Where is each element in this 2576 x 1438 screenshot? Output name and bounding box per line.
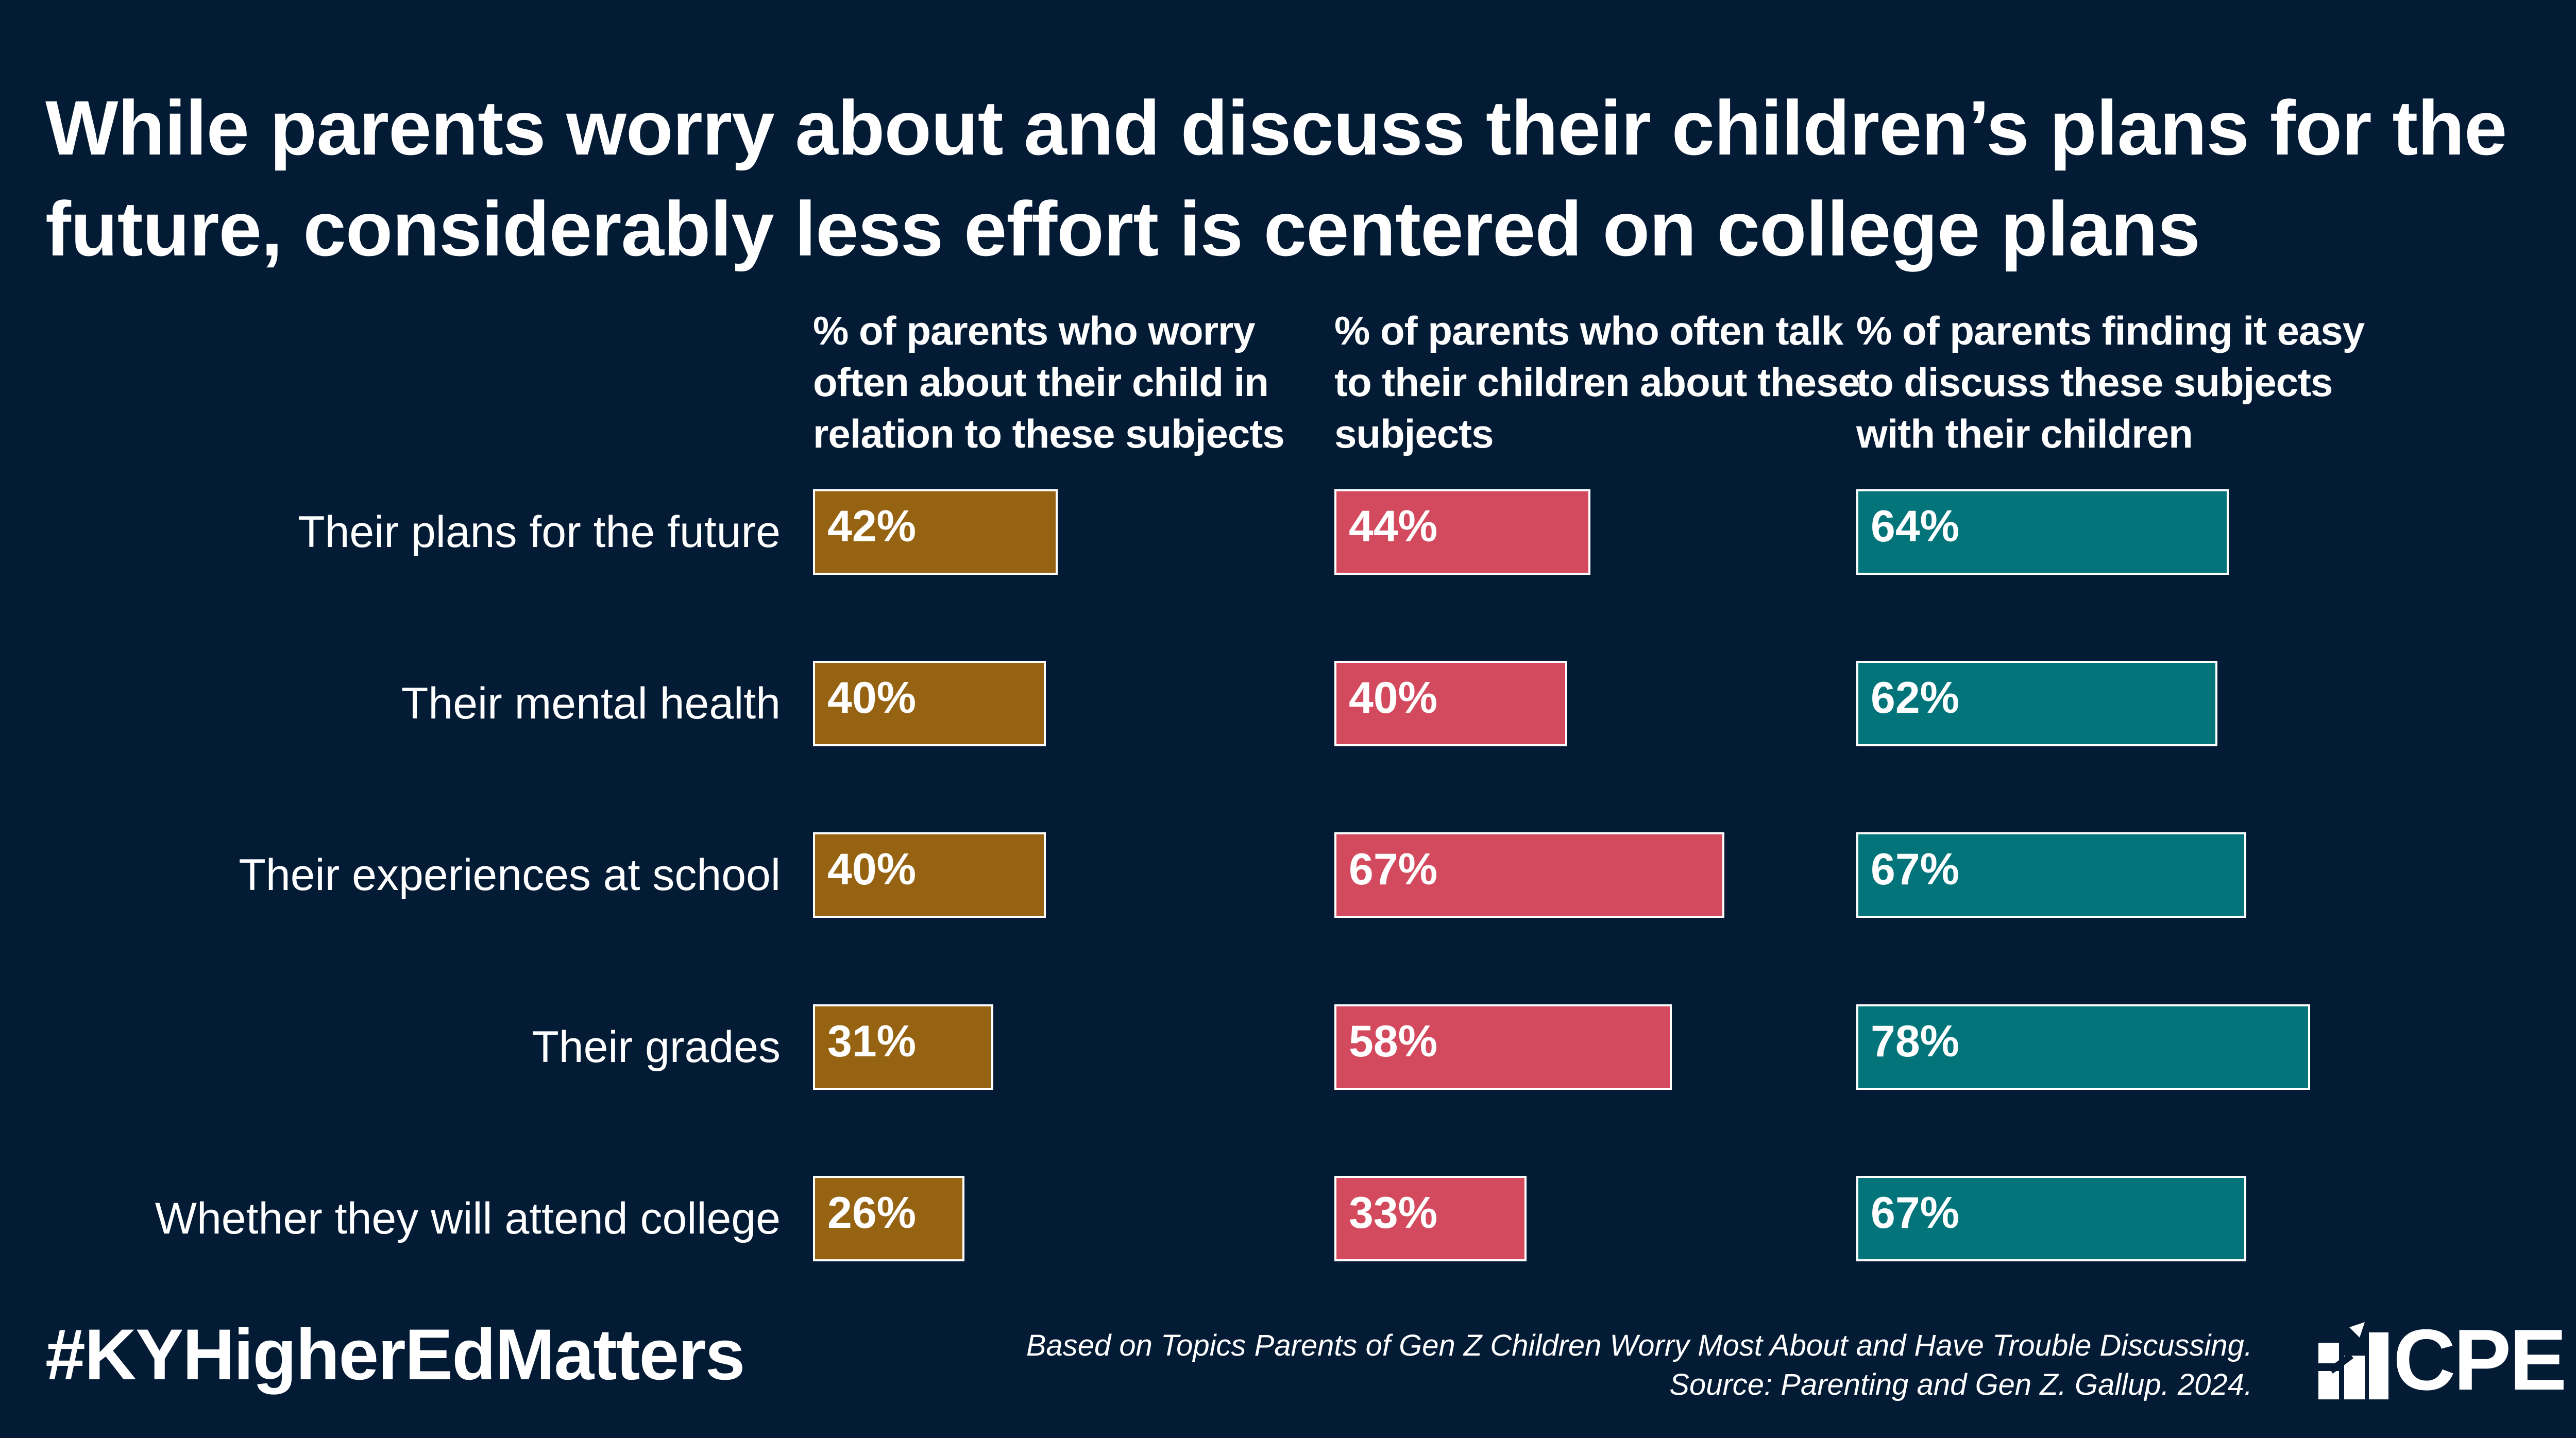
bar: [1334, 489, 1590, 575]
bar-value-label: 42%: [827, 502, 917, 551]
source-line-2: Source: Parenting and Gen Z. Gallup. 202…: [1669, 1368, 2252, 1401]
bar: [813, 661, 1046, 746]
series-header-2: % of parents who often talk to their chi…: [1334, 308, 1860, 456]
logo-text: CPE: [2393, 1311, 2567, 1408]
bar-value-label: 40%: [827, 673, 917, 723]
bar: [813, 1176, 964, 1261]
cpe-logo: CPE: [2318, 1316, 2567, 1403]
bar-value-label: 78%: [1871, 1017, 1960, 1066]
source-line-1: Based on Topics Parents of Gen Z Childre…: [1026, 1329, 2252, 1362]
bar: [1334, 832, 1724, 918]
bar-value-label: 31%: [827, 1017, 917, 1066]
bar: [1856, 1176, 2246, 1261]
bar: [1856, 489, 2229, 575]
bar: [1334, 661, 1567, 746]
bar: [813, 832, 1046, 918]
bar: [1334, 1004, 1672, 1090]
series-header-1: % of parents who worry often about their…: [813, 308, 1285, 456]
category-label: Their plans for the future: [298, 507, 781, 557]
bar: [1856, 661, 2217, 746]
category-label: Their mental health: [401, 679, 781, 728]
cpe-logo-icon: [2318, 1322, 2388, 1399]
series-header-3: % of parents finding it easy to discuss …: [1856, 308, 2365, 456]
bar-value-label: 64%: [1871, 502, 1960, 551]
bar-value-label: 58%: [1349, 1017, 1438, 1066]
bar-value-label: 67%: [1349, 845, 1438, 894]
bar-value-label: 62%: [1871, 673, 1960, 723]
bar-value-label: 33%: [1349, 1188, 1438, 1238]
bar: [1856, 832, 2246, 918]
category-label: Whether they will attend college: [155, 1194, 781, 1243]
hashtag: #KYHigherEdMatters: [45, 1314, 745, 1395]
bar-value-label: 40%: [827, 845, 917, 894]
bar-value-label: 67%: [1871, 1188, 1960, 1238]
bar-value-label: 26%: [827, 1188, 917, 1238]
source-note: Based on Topics Parents of Gen Z Childre…: [1026, 1326, 2252, 1405]
category-label: Their grades: [532, 1022, 781, 1072]
chart-title: While parents worry about and discuss th…: [45, 84, 2507, 272]
bar: [813, 1004, 993, 1090]
bar-value-label: 40%: [1349, 673, 1438, 723]
bar-value-label: 44%: [1349, 502, 1438, 551]
bar-value-label: 67%: [1871, 845, 1960, 894]
category-label: Their experiences at school: [239, 850, 781, 900]
bar: [1334, 1176, 1527, 1261]
bar: [813, 489, 1058, 575]
bar: [1856, 1004, 2310, 1090]
